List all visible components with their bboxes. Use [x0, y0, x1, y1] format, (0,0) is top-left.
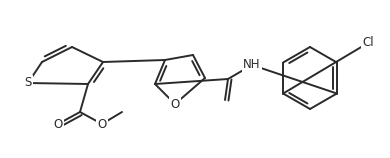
Text: O: O [170, 97, 180, 110]
Text: O: O [98, 118, 106, 131]
Text: S: S [24, 76, 32, 89]
Text: NH: NH [243, 58, 261, 72]
Text: O: O [53, 118, 63, 131]
Text: Cl: Cl [362, 36, 374, 49]
